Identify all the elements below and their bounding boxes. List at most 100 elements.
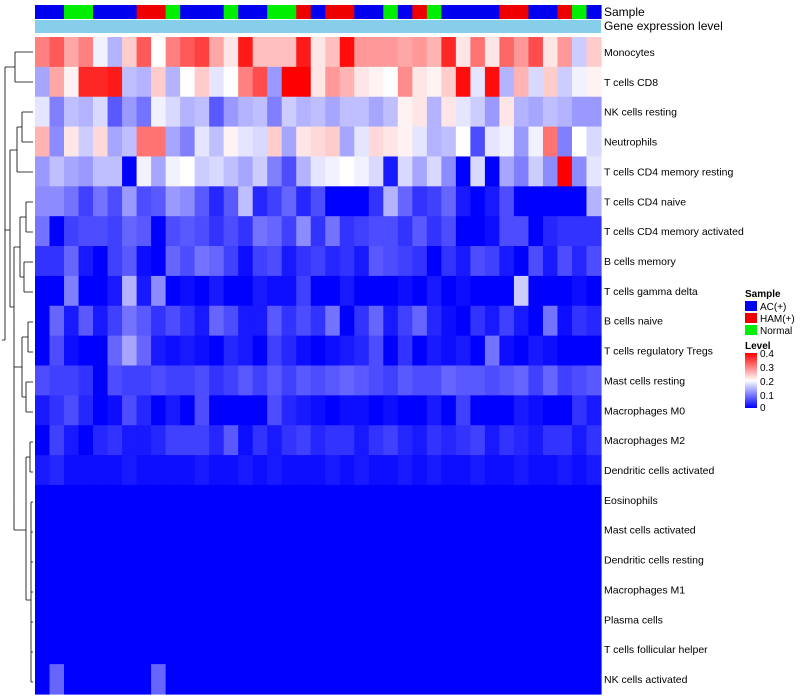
heatmap-cell <box>499 514 515 546</box>
heatmap-cell <box>470 96 486 128</box>
heatmap-cell <box>165 156 181 187</box>
heatmap-cell <box>180 544 196 576</box>
heatmap-cell <box>267 66 283 98</box>
heatmap-cell <box>339 544 355 576</box>
heatmap-cell <box>209 156 225 187</box>
heatmap-cell <box>455 395 471 426</box>
heatmap-cell <box>441 246 457 277</box>
heatmap-cell <box>49 335 65 367</box>
heatmap-cell <box>93 455 109 486</box>
heatmap-cell <box>180 156 196 187</box>
heatmap-cell <box>571 514 588 546</box>
heatmap-cell <box>499 484 515 516</box>
heatmap-cell <box>571 156 588 187</box>
heatmap-cell <box>267 186 283 217</box>
heatmap-cell <box>78 514 94 546</box>
heatmap-cell <box>339 275 355 307</box>
heatmap-cell <box>499 246 515 277</box>
heatmap-cell <box>354 37 370 68</box>
heatmap-cell <box>455 634 471 665</box>
heatmap-cell <box>310 96 326 128</box>
heatmap-cell <box>281 574 297 606</box>
heatmap-cell <box>325 664 341 695</box>
heatmap-cell <box>107 425 123 456</box>
heatmap-cell <box>194 186 210 217</box>
heatmap-cell <box>223 455 239 486</box>
heatmap-cell <box>151 395 167 426</box>
heatmap-cell <box>368 37 384 68</box>
heatmap-cell <box>180 216 196 247</box>
heatmap-cell <box>209 335 225 367</box>
heatmap-cell <box>368 305 384 337</box>
heatmap-cell <box>499 544 515 576</box>
heatmap-cell <box>310 275 326 307</box>
heatmap-cell <box>383 156 399 187</box>
heatmap-cell <box>528 66 544 98</box>
heatmap-cell <box>93 574 109 606</box>
heatmap-cell <box>136 126 152 158</box>
heatmap-cell <box>513 305 530 337</box>
heatmap-cell <box>441 305 457 337</box>
heatmap-cell <box>557 425 573 456</box>
heatmap-cell <box>455 156 471 187</box>
heatmap-cell <box>325 634 341 665</box>
heatmap-cell <box>484 66 501 98</box>
sample-annotation-cell <box>238 5 254 19</box>
heatmap-cell <box>484 216 501 247</box>
heatmap-cell <box>571 216 588 247</box>
heatmap-cell <box>412 634 428 665</box>
heatmap-cell <box>441 604 457 635</box>
heatmap-cell <box>281 66 297 98</box>
annotation-label-expression: Gene expression level <box>604 19 723 33</box>
heatmap-cell <box>93 514 109 546</box>
heatmap-cell <box>426 246 442 277</box>
heatmap-cell <box>412 96 428 128</box>
heatmap-cell <box>209 37 225 68</box>
heatmap-cell <box>310 37 326 68</box>
heatmap-cell <box>571 186 588 217</box>
heatmap-cell <box>267 455 283 486</box>
heatmap-cell <box>339 514 355 546</box>
heatmap-cell <box>252 425 268 456</box>
heatmap-cell <box>151 514 167 546</box>
heatmap-cell <box>78 216 94 247</box>
heatmap-cell <box>368 514 384 546</box>
row-label: Dendritic cells resting <box>604 555 704 567</box>
heatmap-cell <box>470 216 486 247</box>
heatmap-cell <box>441 126 457 158</box>
heatmap-cell <box>122 425 138 456</box>
heatmap-cell <box>368 455 384 486</box>
heatmap-cell <box>122 66 138 98</box>
heatmap-cell <box>49 246 65 277</box>
sample-annotation-cell <box>93 5 109 19</box>
sample-annotation-cell <box>209 5 225 19</box>
row-label: Neutrophils <box>604 137 657 149</box>
heatmap-cell <box>93 544 109 576</box>
heatmap-cell <box>484 186 501 217</box>
heatmap-cell <box>49 305 65 337</box>
heatmap-cell <box>180 484 196 516</box>
heatmap-cell <box>296 335 312 367</box>
heatmap-cell <box>397 305 413 337</box>
heatmap-cell <box>397 634 413 665</box>
heatmap-cell <box>412 604 428 635</box>
sample-annotation-cell <box>499 5 515 19</box>
heatmap-cell <box>35 514 51 546</box>
heatmap-cell <box>412 484 428 516</box>
heatmap-cell <box>310 126 326 158</box>
heatmap-cell <box>49 126 65 158</box>
legend-label-normal: Normal <box>760 326 792 337</box>
heatmap-cell <box>586 455 602 486</box>
heatmap-cell <box>93 216 109 247</box>
heatmap-cell <box>571 395 588 426</box>
heatmap-cell <box>281 425 297 456</box>
heatmap-cell <box>136 604 152 635</box>
legend-label-ac: AC(+) <box>760 302 786 313</box>
heatmap-cell <box>383 604 399 635</box>
heatmap-cell <box>281 455 297 486</box>
heatmap-cell <box>151 186 167 217</box>
heatmap-cell <box>310 425 326 456</box>
heatmap-cell <box>397 126 413 158</box>
heatmap-cell <box>209 186 225 217</box>
heatmap-cell <box>339 335 355 367</box>
